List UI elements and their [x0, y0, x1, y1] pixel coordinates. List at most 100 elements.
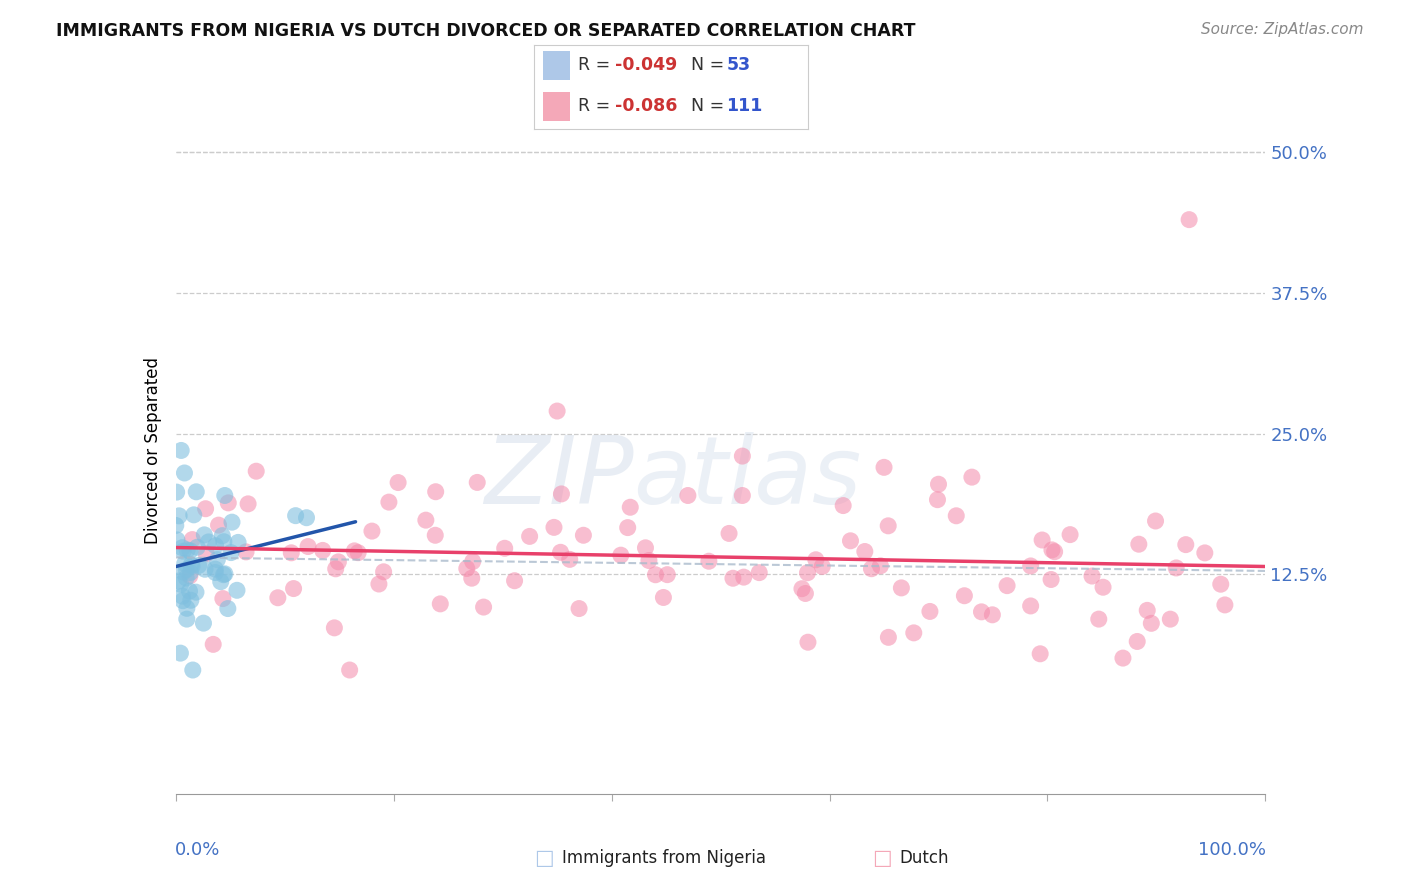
Text: 111: 111 — [725, 96, 762, 114]
Point — [731, 488, 754, 502]
Point — [860, 562, 883, 576]
Point — [172, 593, 194, 607]
Point — [718, 526, 741, 541]
Point — [1081, 569, 1104, 583]
Point — [207, 552, 229, 566]
Point — [195, 547, 218, 561]
Bar — [543, 52, 569, 80]
Point — [180, 593, 202, 607]
Point — [1019, 558, 1042, 573]
Point — [367, 577, 389, 591]
Text: Dutch: Dutch — [900, 849, 949, 867]
Point — [172, 544, 194, 558]
Point — [731, 449, 754, 463]
Point — [179, 569, 201, 583]
Point — [214, 488, 236, 502]
Point — [697, 554, 720, 568]
Point — [204, 562, 226, 576]
Point — [325, 562, 347, 576]
Point — [172, 565, 194, 579]
Point — [425, 528, 447, 542]
Point — [558, 552, 581, 566]
Point — [174, 571, 197, 585]
Text: -0.049: -0.049 — [616, 56, 678, 74]
Point — [181, 559, 204, 574]
Point — [173, 557, 195, 571]
Point — [312, 543, 335, 558]
Point — [207, 518, 229, 533]
Point — [217, 601, 239, 615]
Point — [877, 631, 900, 645]
Point — [811, 559, 834, 574]
Point — [465, 475, 488, 490]
Point — [170, 443, 193, 458]
Point — [610, 548, 633, 562]
Point — [1019, 599, 1042, 613]
Point — [960, 470, 983, 484]
Point — [245, 464, 267, 478]
Point — [212, 534, 235, 549]
Point — [221, 515, 243, 529]
Point — [193, 528, 215, 542]
Point — [572, 528, 595, 542]
Point — [1040, 573, 1063, 587]
Point — [179, 566, 201, 580]
Point — [1159, 612, 1181, 626]
Point — [503, 574, 526, 588]
Point — [1213, 598, 1236, 612]
Point — [797, 635, 820, 649]
Point — [209, 574, 232, 589]
Point — [1059, 527, 1081, 541]
Point — [733, 570, 755, 584]
Point — [1128, 537, 1150, 551]
Point — [186, 540, 208, 554]
Point — [796, 566, 818, 580]
Text: N =: N = — [690, 56, 730, 74]
Point — [1092, 580, 1115, 594]
Point — [194, 501, 217, 516]
Point — [226, 535, 249, 549]
Point — [169, 577, 191, 591]
Point — [280, 546, 302, 560]
Point — [373, 565, 395, 579]
Point — [415, 513, 437, 527]
Point — [166, 485, 188, 500]
Text: □: □ — [534, 848, 554, 868]
Point — [235, 545, 257, 559]
Point — [1194, 546, 1216, 560]
Point — [456, 561, 478, 575]
Point — [187, 558, 209, 573]
Point — [267, 591, 290, 605]
Point — [176, 563, 198, 577]
Text: IMMIGRANTS FROM NIGERIA VS DUTCH DIVORCED OR SEPARATED CORRELATION CHART: IMMIGRANTS FROM NIGERIA VS DUTCH DIVORCE… — [56, 22, 915, 40]
Point — [928, 477, 950, 491]
Point — [657, 567, 679, 582]
Point — [297, 540, 319, 554]
Point — [173, 466, 195, 480]
Point — [1209, 577, 1232, 591]
Point — [202, 637, 225, 651]
Point — [169, 646, 191, 660]
Point — [197, 535, 219, 549]
Point — [183, 508, 205, 522]
Point — [1040, 542, 1063, 557]
Point — [853, 544, 876, 558]
Point — [890, 581, 912, 595]
Point — [180, 558, 202, 572]
Point — [839, 533, 862, 548]
Text: 0.0%: 0.0% — [174, 840, 219, 859]
Point — [543, 520, 565, 534]
Point — [945, 508, 967, 523]
Point — [927, 492, 949, 507]
Point — [1166, 561, 1188, 575]
Point — [347, 546, 370, 560]
Point — [219, 545, 242, 559]
Point — [1140, 616, 1163, 631]
Point — [995, 579, 1018, 593]
Point — [176, 601, 198, 615]
Point — [295, 510, 318, 524]
Point — [568, 601, 591, 615]
Point — [194, 562, 217, 576]
Text: R =: R = — [578, 56, 616, 74]
Point — [832, 499, 855, 513]
